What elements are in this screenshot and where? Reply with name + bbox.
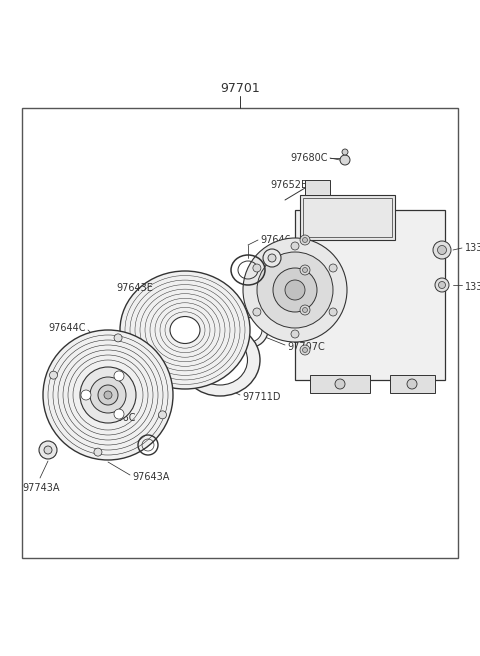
Text: 97652B: 97652B (270, 180, 308, 190)
Text: 97743A: 97743A (22, 483, 60, 493)
Circle shape (285, 280, 305, 300)
Circle shape (44, 446, 52, 454)
Circle shape (114, 371, 124, 381)
Circle shape (300, 235, 310, 245)
Ellipse shape (192, 335, 248, 385)
Text: 1339CC: 1339CC (465, 243, 480, 253)
Circle shape (253, 308, 261, 316)
Circle shape (98, 385, 118, 405)
Circle shape (433, 241, 451, 259)
Circle shape (81, 390, 91, 400)
Circle shape (340, 155, 350, 165)
Circle shape (243, 238, 347, 342)
Circle shape (114, 334, 122, 342)
Bar (310, 375, 370, 393)
Text: 97644C: 97644C (48, 323, 86, 333)
Circle shape (407, 379, 417, 389)
Text: 97643E: 97643E (116, 283, 153, 293)
Ellipse shape (228, 312, 268, 348)
Circle shape (80, 367, 136, 423)
Circle shape (253, 264, 261, 272)
Ellipse shape (180, 324, 260, 396)
Circle shape (300, 265, 310, 275)
Circle shape (104, 391, 112, 399)
Text: 97707C: 97707C (287, 342, 325, 352)
Circle shape (329, 308, 337, 316)
Circle shape (439, 281, 445, 289)
Text: 97711D: 97711D (242, 392, 280, 402)
Bar (390, 375, 435, 393)
Circle shape (114, 409, 124, 419)
Circle shape (302, 268, 308, 272)
Circle shape (158, 411, 167, 419)
Circle shape (90, 377, 126, 413)
Bar (295, 210, 445, 380)
Circle shape (39, 441, 57, 459)
Circle shape (329, 264, 337, 272)
Text: 97646: 97646 (260, 235, 291, 245)
Circle shape (437, 245, 446, 255)
Circle shape (302, 237, 308, 243)
Bar (303, 198, 392, 237)
Text: 97643A: 97643A (132, 472, 169, 482)
Ellipse shape (170, 316, 200, 344)
Circle shape (291, 330, 299, 338)
Circle shape (43, 330, 173, 460)
Circle shape (94, 448, 102, 456)
Circle shape (291, 242, 299, 250)
Bar (305, 180, 330, 195)
Text: 97680C: 97680C (290, 153, 328, 163)
Bar (300, 195, 395, 240)
Circle shape (335, 379, 345, 389)
Circle shape (302, 348, 308, 352)
Circle shape (435, 278, 449, 292)
Circle shape (263, 249, 281, 267)
Ellipse shape (234, 318, 262, 342)
Bar (22, 108, 458, 558)
Text: 1339CC: 1339CC (465, 282, 480, 292)
Circle shape (257, 252, 333, 328)
Circle shape (300, 305, 310, 315)
Circle shape (268, 254, 276, 262)
Circle shape (342, 149, 348, 155)
Text: 97646C: 97646C (98, 413, 136, 423)
Circle shape (49, 371, 58, 379)
Text: 97701: 97701 (220, 81, 260, 94)
Ellipse shape (120, 271, 250, 389)
Circle shape (300, 345, 310, 355)
Circle shape (273, 268, 317, 312)
Circle shape (302, 308, 308, 312)
